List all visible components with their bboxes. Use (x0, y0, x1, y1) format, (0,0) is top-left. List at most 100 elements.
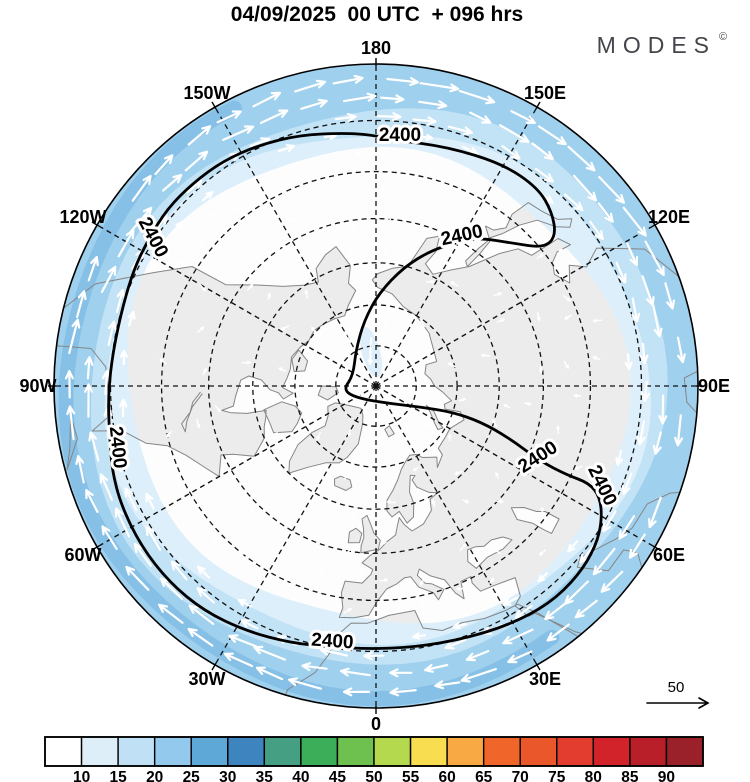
weak-wind-arrow-icon (447, 433, 452, 442)
wind-arrow-icon (420, 133, 434, 141)
coastline-iceland (334, 475, 353, 491)
brand-logo: MODES © (597, 31, 727, 58)
landmass-svalbard (384, 425, 395, 437)
longitude-label-30e: 30E (529, 669, 561, 689)
weak-wind-arrow-icon (531, 461, 538, 468)
weak-wind-arrow-icon (196, 419, 201, 429)
weak-wind-arrow-icon (316, 431, 322, 441)
weak-wind-arrow-icon (345, 547, 353, 555)
weak-wind-arrow-icon (425, 279, 435, 284)
weak-wind-arrow-icon (386, 500, 396, 505)
weak-wind-arrow-icon (344, 176, 352, 181)
landmass-greenland (288, 402, 363, 474)
weak-wind-arrow-icon (491, 419, 498, 428)
wind-arrow-icon (131, 174, 152, 202)
weak-wind-arrow-icon (458, 397, 467, 402)
wind-arrow-icon (216, 110, 242, 124)
wind-arrow-icon (187, 627, 214, 647)
weak-wind-arrow-icon (536, 312, 541, 322)
wind-arrow-icon (499, 124, 530, 143)
wind-arrow-icon (658, 394, 668, 425)
wind-arrow-icon (363, 651, 385, 661)
weak-wind-arrow-icon (429, 168, 434, 175)
wind-arrow-icon (133, 542, 153, 567)
colorbar-cell (556, 736, 595, 767)
weak-wind-arrow-icon (523, 401, 532, 406)
wind-arrow-icon (502, 628, 534, 645)
wind-arrow-icon (626, 242, 639, 267)
coastline-eurasia (338, 235, 698, 655)
weak-wind-arrow-icon (500, 219, 505, 228)
wind-arrow-icon (162, 173, 183, 192)
weak-wind-arrow-icon (276, 475, 283, 483)
colorbar-tick-label: 50 (365, 769, 382, 782)
weak-wind-arrow-icon (347, 428, 352, 437)
weak-wind-arrow-icon (493, 292, 502, 297)
lakeline-great-lakes (181, 391, 203, 433)
wind-arrow-icon (288, 677, 322, 690)
weak-wind-arrow-icon (379, 578, 388, 583)
colorbar-cell (80, 736, 119, 767)
weak-wind-arrow-icon (556, 425, 560, 435)
colorbar-cell (592, 736, 631, 767)
landmass-baffin (263, 401, 302, 433)
wind-arrow-icon (538, 125, 567, 146)
colorbar-cell (227, 736, 266, 767)
wind-arrow-icon (87, 255, 99, 282)
wind-arrow-icon (342, 687, 371, 697)
wind-arrow-icon (170, 560, 188, 581)
weak-wind-arrow-icon (428, 390, 435, 398)
longitude-label-120w: 120W (59, 207, 106, 227)
wind-arrow-icon (100, 265, 117, 293)
weak-wind-arrow-icon (431, 499, 436, 508)
wind-arrow-icon (447, 125, 474, 136)
weak-wind-arrow-icon (413, 351, 421, 357)
weak-wind-arrow-icon (286, 218, 295, 224)
landmass-sakhalin (465, 239, 490, 267)
weak-wind-arrow-icon (309, 496, 316, 506)
wind-arrow-icon (514, 604, 533, 619)
longitude-tick (652, 545, 661, 551)
weak-wind-arrow-icon (459, 543, 467, 552)
water-black-sea (467, 537, 512, 569)
longitude-label-90w: 90W (19, 376, 56, 396)
wind-arrow-icon (76, 290, 87, 319)
wind-arrow-icon (259, 109, 289, 124)
weak-wind-arrow-icon (321, 538, 331, 544)
wind-arrow-icon (621, 472, 633, 496)
wind-arrow-icon (240, 619, 259, 630)
landmass-ireland (348, 528, 362, 543)
weak-wind-arrow-icon (454, 470, 463, 475)
weak-wind-arrow-icon (276, 246, 282, 255)
colorbar-cell (336, 736, 375, 767)
coastline-north-america (54, 246, 357, 478)
wind-arrow-icon (252, 91, 281, 108)
wind-arrow-icon (641, 380, 650, 402)
longitude-label-0: 0 (371, 714, 381, 734)
colorbar-cell (519, 736, 558, 767)
weak-wind-arrow-icon (202, 368, 207, 376)
weak-wind-arrow-icon (426, 423, 435, 427)
wind-arrow-icon (501, 145, 521, 160)
weak-wind-arrow-icon (496, 499, 504, 504)
colorbar-tick-label: 70 (512, 769, 529, 782)
wind-arrow-icon (114, 507, 131, 538)
wind-arrow-icon (469, 111, 492, 124)
weak-wind-arrow-icon (250, 504, 256, 513)
contour-label: 2400 (105, 425, 130, 469)
weak-wind-arrow-icon (489, 577, 495, 584)
weak-wind-arrow-icon (267, 400, 275, 405)
colorbar-tick-label: 75 (548, 769, 566, 782)
wind-arrow-icon (567, 540, 579, 553)
colorbar: 10 15 20 25 30 35 40 45 50 55 60 65 70 75 80 85 90 (44, 736, 704, 782)
wind-arrow-icon (636, 420, 646, 446)
wind-arrow-icon (592, 547, 616, 576)
wind-arrow-icon (75, 455, 85, 484)
wind-arrow-icon (99, 473, 113, 501)
weak-wind-arrow-icon (536, 254, 544, 259)
colorbar-tick-label: 25 (183, 769, 201, 782)
colorbar-cell (482, 736, 521, 767)
wind-arrow-icon (534, 167, 554, 183)
longitude-tick (211, 101, 217, 110)
